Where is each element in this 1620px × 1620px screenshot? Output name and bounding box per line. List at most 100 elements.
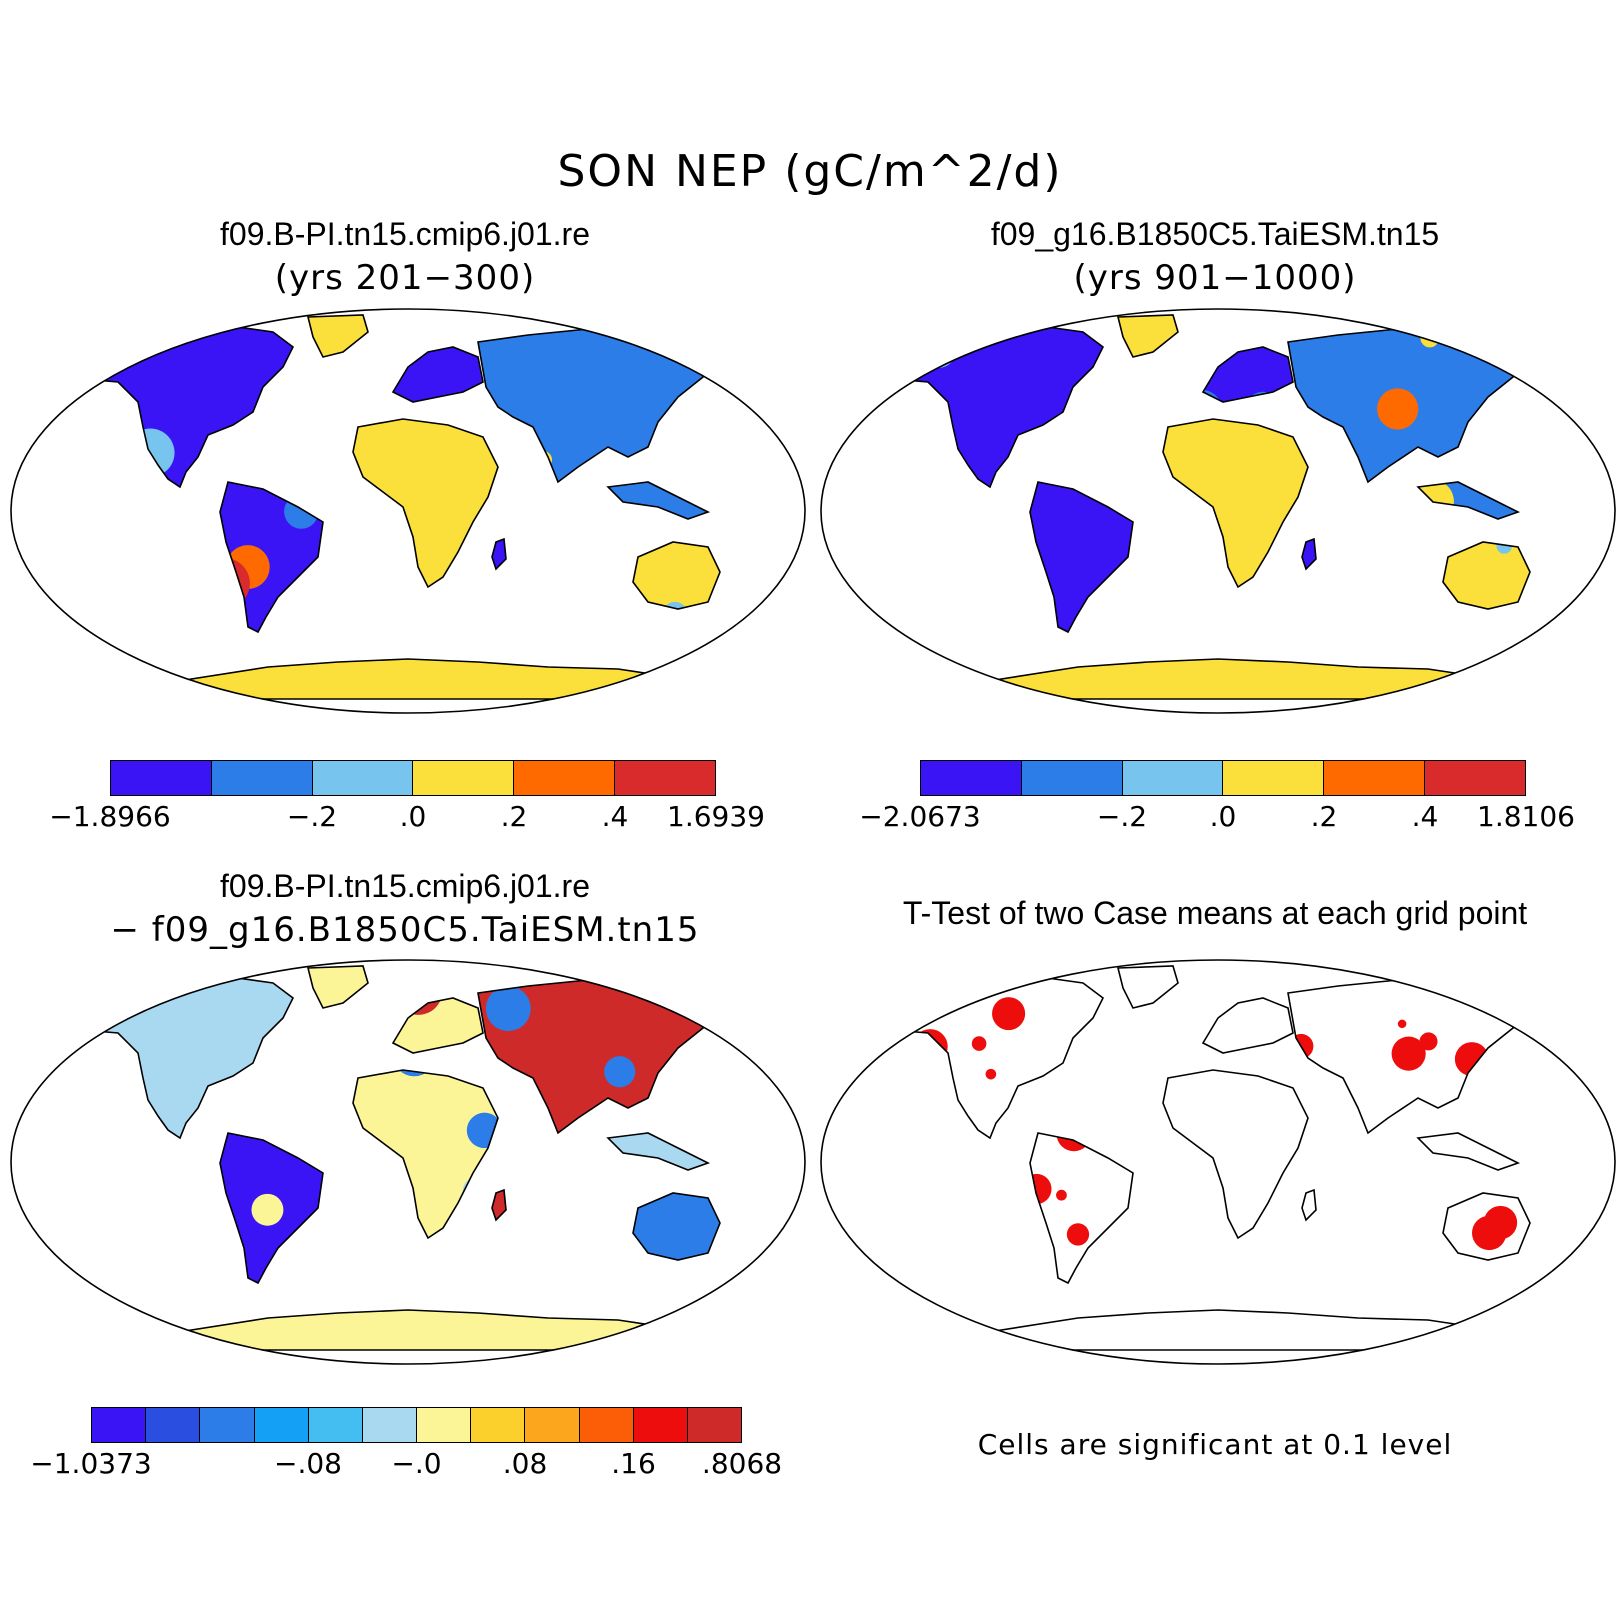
panel-2-title: f09_g16.B1850C5.TaiESM.tn15 (990, 216, 1440, 252)
continent-europe-outline (1201, 997, 1294, 1054)
continent-australia-outline (632, 1192, 721, 1261)
continent-antarctica-outline (151, 658, 659, 700)
continent-australia-fill (633, 1193, 720, 1260)
continent-greenland-outline (306, 314, 369, 358)
continent-australia-outline (1442, 1192, 1531, 1261)
colorbar-swatch (579, 1408, 634, 1442)
continent-africa-outline (352, 418, 499, 589)
colorbar-tick-label: .16 (611, 1447, 656, 1480)
main-title: SON NEP (gC/m^2/d) (557, 146, 1063, 197)
continent-africa-outline (352, 1069, 499, 1240)
colorbar-swatch (1425, 761, 1525, 795)
continent-madagascar-outline (491, 1188, 507, 1222)
continent-europe-outline (391, 997, 484, 1054)
colorbar-labels-panel-2: −2.0673 −.2 .0 .2 .4 1.8106 (859, 800, 1575, 834)
colorbar-swatch (1324, 761, 1426, 795)
colorbar-tick-label: .2 (1310, 800, 1338, 833)
continent-madagascar-outline (1301, 1188, 1317, 1222)
continent-antarctica-outline (151, 1309, 659, 1351)
colorbar-swatch (146, 1408, 201, 1442)
colorbar-swatch (413, 761, 515, 795)
colorbar-swatch (514, 761, 616, 795)
continent-greenland-outline (306, 965, 369, 1009)
colorbar-swatch (362, 1408, 418, 1442)
colorbar-tick-label: .4 (601, 800, 629, 833)
colorbar-tick-label: 1.6939 (667, 800, 765, 833)
continent-indonesia-fill (608, 482, 708, 519)
colorbar-swatch (211, 761, 313, 795)
panel-2-subtitle: (yrs 901−1000) (1073, 258, 1357, 298)
colorbar-tick-label: −1.0373 (30, 1447, 152, 1480)
continent-south-america-fill (220, 1133, 323, 1283)
continent-indonesia-outline (1416, 1132, 1521, 1171)
continent-africa-outline (1162, 418, 1309, 589)
colorbar-swatch (525, 1408, 580, 1442)
colorbar-swatch (92, 1408, 147, 1442)
continent-antarctica-outline (961, 658, 1469, 700)
continent-greenland-fill (1118, 315, 1178, 357)
colorbar-swatch (308, 1408, 363, 1442)
continent-africa-outline (1162, 1069, 1309, 1240)
continent-madagascar-outline (491, 537, 507, 571)
colorbar-tick-label: −1.8966 (49, 800, 171, 833)
continent-indonesia-fill (608, 1133, 708, 1170)
map-border (10, 308, 806, 714)
colorbar-labels-panel-3: −1.0373 −.08 −.0 .08 .16 .8068 (30, 1447, 782, 1481)
panel-3-title: f09.B-PI.tn15.cmip6.j01.re (220, 868, 590, 904)
colorbar-labels-panel-1: −1.8966 −.2 .0 .2 .4 1.6939 (49, 800, 765, 834)
continent-africa-fill (1163, 419, 1308, 587)
continent-australia-fill (1443, 1193, 1530, 1260)
map-panel-4 (820, 959, 1616, 1365)
colorbar-swatch (921, 761, 1022, 795)
continent-north-america-outline (855, 324, 1105, 489)
continent-indonesia-outline (606, 481, 711, 520)
continent-europe-fill (393, 347, 483, 402)
continent-south-america-outline (1029, 1132, 1134, 1285)
continent-south-america-outline (1029, 481, 1134, 634)
continent-north-america-outline (45, 324, 295, 489)
colorbar-swatch (254, 1408, 309, 1442)
colorbar-swatch (1122, 761, 1224, 795)
colorbar-panel-1 (110, 760, 716, 796)
colorbar-swatch (111, 761, 212, 795)
continent-antarctica-fill (963, 1310, 1468, 1350)
continent-madagascar-outline (1301, 537, 1317, 571)
map-border (820, 308, 1616, 714)
colorbar-tick-label: .2 (500, 800, 528, 833)
continent-north-america-outline (855, 975, 1105, 1140)
colorbar-tick-label: 1.8106 (1477, 800, 1575, 833)
continent-north-america-outline (45, 975, 295, 1140)
continent-antarctica-fill (963, 659, 1468, 699)
colorbar-tick-label: .8068 (701, 1447, 783, 1480)
colorbar-panel-2 (920, 760, 1526, 796)
map-panel-1 (10, 308, 806, 714)
colorbar-swatch (417, 1408, 472, 1442)
colorbar-swatch (312, 761, 414, 795)
colorbar-swatch (200, 1408, 255, 1442)
continent-indonesia-fill (1418, 1133, 1518, 1170)
map-panel-3 (10, 959, 806, 1365)
colorbar-tick-label: −.08 (274, 1447, 342, 1480)
colorbar-tick-label: −.0 (391, 1447, 442, 1480)
continent-antarctica-outline (961, 1309, 1469, 1351)
colorbar-swatch (615, 761, 715, 795)
colorbar-swatch (1021, 761, 1123, 795)
panel-3-subtitle: − f09_g16.B1850C5.TaiESM.tn15 (110, 910, 700, 950)
continent-asia-fill (478, 980, 703, 1133)
colorbar-tick-label: .4 (1411, 800, 1439, 833)
continent-greenland-fill (308, 315, 368, 357)
colorbar-swatch (633, 1408, 688, 1442)
panel-1-subtitle: (yrs 201−300) (274, 258, 536, 298)
panel-4-title: T-Test of two Case means at each grid po… (902, 895, 1528, 931)
continent-indonesia-outline (606, 1132, 711, 1171)
colorbar-tick-label: −.2 (1096, 800, 1148, 833)
panel-1-title: f09.B-PI.tn15.cmip6.j01.re (220, 216, 590, 252)
continent-south-america-fill (1030, 482, 1133, 632)
continent-antarctica-fill (153, 1310, 658, 1350)
continent-south-america-outline (219, 1132, 324, 1285)
continent-europe-outline (391, 346, 484, 403)
continent-greenland-outline (1116, 314, 1179, 358)
colorbar-tick-label: −.2 (286, 800, 338, 833)
colorbar-panel-3 (91, 1407, 742, 1443)
continent-europe-fill (1203, 998, 1293, 1053)
